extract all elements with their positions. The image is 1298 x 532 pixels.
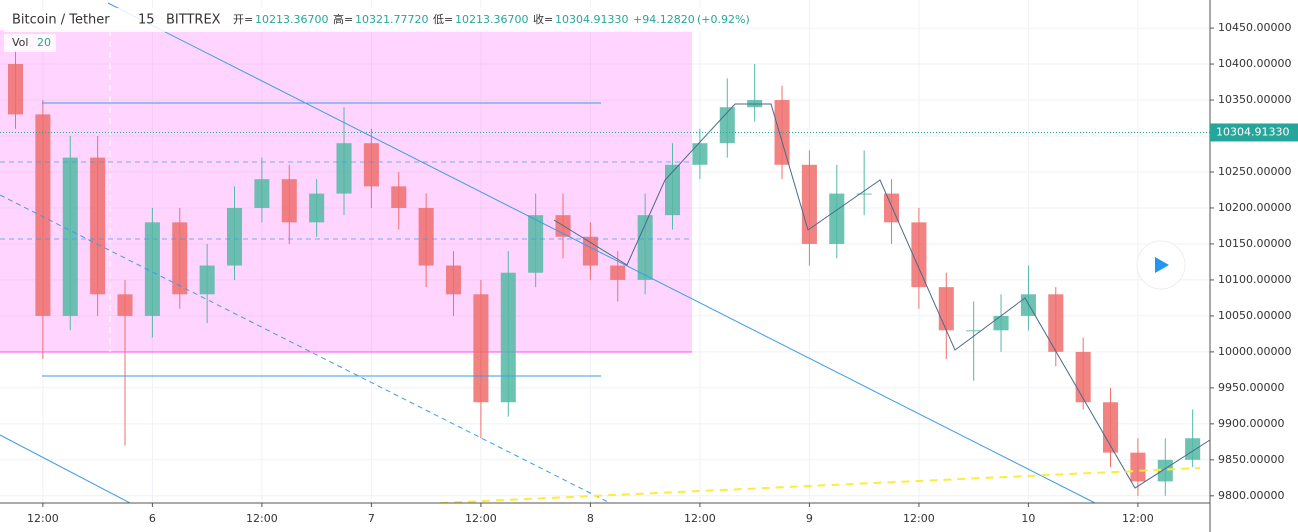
x-tick-label: 7 <box>368 512 375 525</box>
open-label: 开= <box>233 13 253 26</box>
candle-body <box>966 330 982 332</box>
vol-bg <box>4 34 56 52</box>
play-button[interactable] <box>1136 240 1186 290</box>
candle-body <box>309 193 325 223</box>
candle-body <box>363 143 379 187</box>
trend-dash <box>0 194 611 504</box>
price-axis <box>1210 0 1298 532</box>
x-tick-label: 8 <box>587 512 594 525</box>
last-price-badge <box>1210 123 1298 142</box>
x-tick-label: 10 <box>1021 512 1035 525</box>
candle-body <box>7 64 24 115</box>
candle-body <box>1157 459 1173 482</box>
x-tick-label: 12:00 <box>684 512 716 525</box>
y-tick-label: 10450.00000 <box>1218 21 1291 34</box>
candle-body <box>582 236 598 266</box>
x-tick-label: 9 <box>806 512 813 525</box>
candle-body <box>254 179 270 208</box>
candle-body <box>801 164 817 244</box>
trend-line <box>0 434 131 504</box>
y-tick-label: 9800.00000 <box>1218 489 1284 502</box>
x-tick-label: 12:00 <box>27 512 59 525</box>
candle-body <box>829 193 845 244</box>
exchange: BITTREX <box>166 13 221 28</box>
candle-body <box>90 157 106 295</box>
volume-label: Vol <box>12 36 28 49</box>
candle-body <box>1075 351 1091 403</box>
y-tick-label: 10200.00000 <box>1218 201 1291 214</box>
candle-body <box>500 272 516 403</box>
open-value: 10213.36700 <box>255 13 328 26</box>
volume-length: 20 <box>37 36 51 49</box>
drawings <box>0 2 1211 504</box>
y-tick-label: 10100.00000 <box>1218 273 1291 286</box>
trend-line <box>107 2 1096 504</box>
candle-body <box>993 315 1009 331</box>
x-tick-label: 12:00 <box>903 512 935 525</box>
y-tick-label: 10150.00000 <box>1218 237 1291 250</box>
y-tick-label: 10000.00000 <box>1218 345 1291 358</box>
candle-body <box>391 186 407 208</box>
candle-body <box>172 222 188 295</box>
y-tick-label: 10250.00000 <box>1218 165 1291 178</box>
axes: 9800.00000 9850.00000 9900.00000 9950.00000… <box>27 21 1291 525</box>
zigzag <box>553 103 1211 489</box>
candle-body <box>199 265 215 295</box>
change: +94.12820 <box>633 13 695 26</box>
last-price-label: 10304.91330 <box>1216 125 1289 138</box>
change-pct: (+0.92%) <box>697 13 750 26</box>
candle-body <box>938 287 954 331</box>
y-tick-label: 9900.00000 <box>1218 417 1284 430</box>
candle-body <box>473 294 489 403</box>
yellow-dash <box>439 467 1201 504</box>
symbol: Bitcoin / Tether <box>12 13 110 28</box>
y-tick-label: 9950.00000 <box>1218 381 1284 394</box>
candle-body <box>774 100 790 165</box>
y-tick-label: 10400.00000 <box>1218 57 1291 70</box>
candle-body <box>62 157 78 316</box>
x-tick-label: 6 <box>149 512 156 525</box>
candle-body <box>1048 294 1064 352</box>
candle-body <box>35 114 51 316</box>
x-tick-label: 12:00 <box>465 512 497 525</box>
candle-body <box>856 193 872 195</box>
close-label: 收= <box>533 12 553 26</box>
candle-body <box>281 179 297 223</box>
high-value: 10321.77720 <box>355 13 428 26</box>
candle-body <box>664 164 681 216</box>
x-tick-label: 12:00 <box>1122 512 1154 525</box>
low-value: 10213.36700 <box>455 13 528 26</box>
candle-body <box>445 265 462 295</box>
high-label: 高= <box>333 12 353 26</box>
candle-body <box>911 222 927 288</box>
candle-body <box>117 294 133 316</box>
interval: 15 <box>138 13 155 28</box>
candle-body <box>418 207 434 266</box>
y-tick-label: 10050.00000 <box>1218 309 1291 322</box>
candle-body <box>637 215 653 280</box>
candle-body <box>1130 452 1146 482</box>
play-icon[interactable] <box>1155 257 1169 273</box>
y-tick-label: 9850.00000 <box>1218 453 1284 466</box>
candle-body <box>692 143 708 165</box>
candle-body <box>528 215 544 273</box>
candle-body <box>610 265 626 280</box>
candle-body <box>144 222 160 316</box>
legend: Bitcoin / Tether 15 BITTREX 开= 10213.367… <box>4 8 750 52</box>
x-tick-label: 12:00 <box>246 512 278 525</box>
time-axis <box>0 503 1210 532</box>
close-value: 10304.91330 <box>555 13 628 26</box>
low-label: 低= <box>433 13 453 26</box>
y-tick-label: 10350.00000 <box>1218 93 1291 106</box>
candle-body <box>226 207 243 266</box>
candle-body <box>336 143 352 194</box>
candle-body <box>1185 438 1201 460</box>
legend-bg <box>4 8 750 32</box>
